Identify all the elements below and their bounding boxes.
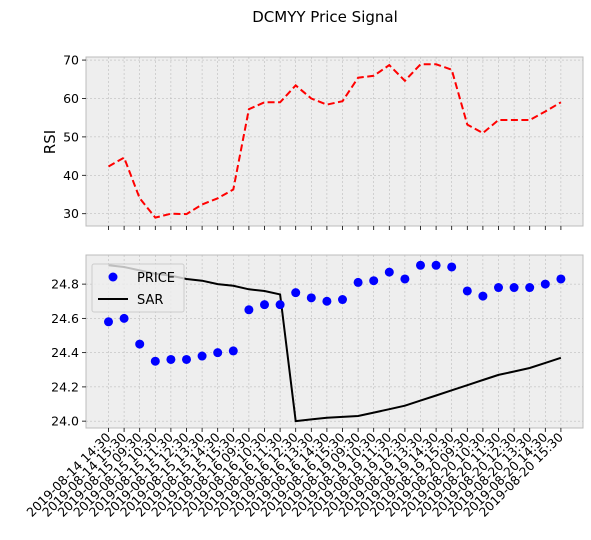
price-point <box>275 300 285 310</box>
price-point <box>213 348 223 358</box>
price-point <box>119 313 129 323</box>
price-point <box>322 296 332 306</box>
price-point <box>462 286 472 296</box>
y-tick-label: 70 <box>63 53 79 68</box>
price-point <box>166 354 176 364</box>
price-point <box>197 351 207 361</box>
price-point <box>260 300 269 310</box>
price-point <box>447 262 457 272</box>
price-point <box>104 317 113 327</box>
y-tick-label: 30 <box>63 206 79 221</box>
price-point <box>291 288 301 298</box>
y-tick-label: 40 <box>63 168 79 183</box>
y-tick-label: 24.0 <box>51 414 79 429</box>
chart-title: DCMYY Price Signal <box>252 8 398 26</box>
price-point <box>150 356 160 366</box>
price-point <box>135 339 145 349</box>
price-point <box>540 279 550 289</box>
price-point <box>431 260 441 270</box>
price-point <box>353 277 363 287</box>
price-point <box>384 267 394 277</box>
rsi-plot-area <box>85 56 584 227</box>
price-point <box>306 293 316 303</box>
price-point <box>416 260 425 270</box>
price-point <box>525 283 535 293</box>
rsi-series <box>108 63 562 219</box>
rsi-y-axis-label: RSI <box>41 130 59 154</box>
y-tick-label: 24.2 <box>51 379 79 394</box>
price-point <box>244 305 254 315</box>
y-tick-label: 24.8 <box>51 277 79 292</box>
rsi-line <box>108 63 562 219</box>
price-point <box>556 274 566 284</box>
y-tick-label: 50 <box>63 129 79 144</box>
legend-price-marker <box>108 272 118 282</box>
price-point <box>228 346 238 356</box>
price-point <box>478 291 488 301</box>
price-legend: PRICE SAR <box>91 263 185 313</box>
y-tick-label: 60 <box>63 91 79 106</box>
legend-sar-label: SAR <box>137 293 163 308</box>
price-markers <box>104 260 566 366</box>
y-tick-label: 24.4 <box>51 345 79 360</box>
rsi-panel: 30 40 50 60 70 RSI <box>41 53 584 227</box>
price-point <box>509 283 519 293</box>
price-point <box>369 276 379 286</box>
price-point <box>338 295 347 305</box>
rsi-gridlines <box>86 57 583 226</box>
price-panel: 24.0 24.2 24.4 24.6 24.8 2019-08-14 14:30201… <box>23 226 584 520</box>
price-point <box>494 283 503 293</box>
price-point <box>182 354 191 364</box>
y-tick-label: 24.6 <box>51 311 79 326</box>
price-y-ticks: 24.0 24.2 24.4 24.6 24.8 <box>51 277 86 429</box>
rsi-y-ticks: 30 40 50 60 70 <box>63 53 86 221</box>
legend-price-label: PRICE <box>137 271 175 286</box>
price-point <box>400 274 410 284</box>
